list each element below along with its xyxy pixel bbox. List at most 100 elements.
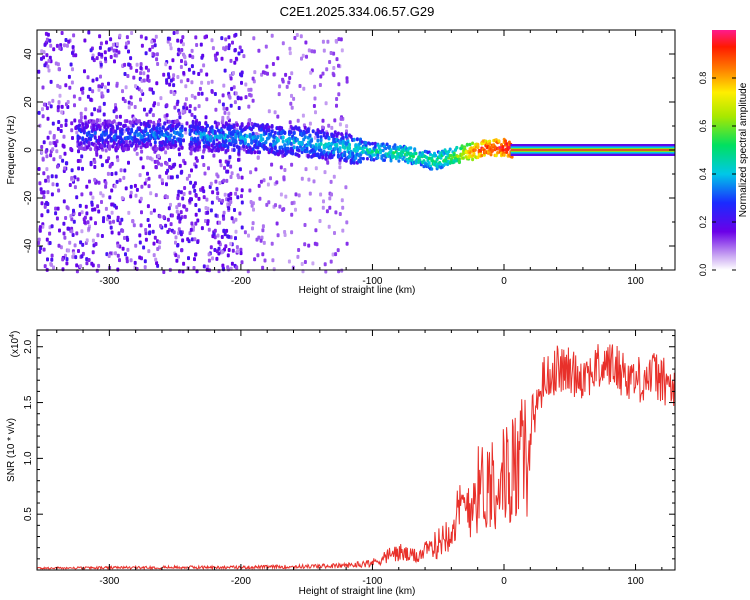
snr-y-label: SNR (10 * v/v): [6, 418, 17, 482]
spectrogram-ridge-cell: [409, 151, 413, 156]
spectrogram-cell: [144, 65, 148, 70]
spectrogram-cell: [200, 91, 204, 96]
spectrogram-ridge-cell: [286, 149, 290, 154]
spectrogram-cell: [181, 238, 185, 243]
spectrogram-ridge-cell: [265, 147, 269, 152]
spectrogram-ridge-cell: [133, 147, 137, 152]
spectrogram-cell: [182, 192, 186, 196]
spectrogram-cell: [199, 42, 203, 47]
spectrogram-cell: [63, 166, 67, 171]
spectrogram-ridge-cell: [338, 148, 342, 153]
spectrogram-cell: [231, 40, 234, 45]
spectrogram-ridge-cell: [92, 123, 96, 128]
spectrogram-cell: [51, 98, 55, 103]
spectrogram-cell: [270, 241, 274, 246]
spectrogram-cell: [95, 268, 99, 273]
spectrogram-cell: [181, 35, 185, 40]
spectrogram-cell: [240, 80, 243, 85]
spectrogram-ridge-cell: [251, 131, 255, 136]
spectrogram-cell: [334, 210, 338, 215]
spectrogram-ridge-cell: [343, 145, 347, 150]
spectrogram-cell: [235, 187, 239, 192]
spectrogram-cell: [93, 165, 97, 169]
spectrogram-cell: [335, 103, 338, 108]
snr-y-tick-label: 1.5: [23, 395, 34, 409]
spectrogram-cell: [60, 104, 64, 109]
spectrogram-cell: [165, 103, 169, 108]
spectrogram-cell: [226, 115, 230, 120]
spectrogram-cell: [248, 188, 252, 193]
spectrogram-ridge-cell: [188, 131, 192, 136]
spectrogram-cell: [37, 241, 41, 245]
spectrogram-ridge-cell: [204, 128, 208, 133]
spectrogram-cell: [59, 43, 63, 48]
spectrogram-cell: [91, 56, 95, 61]
spectrogram-ridge-cell: [215, 142, 219, 147]
spectrogram-cell: [172, 31, 176, 35]
spectrogram-ridge-cell: [359, 156, 363, 160]
spectrogram-ridge-cell: [243, 138, 247, 142]
spectrogram-cell: [56, 108, 60, 113]
spectrogram-ridge-cell: [125, 119, 129, 123]
spectrogram-cell: [114, 251, 117, 256]
spectrogram-cell: [168, 65, 172, 70]
spectrogram-cell: [57, 67, 61, 72]
spectrogram-cell: [249, 170, 253, 175]
spectrogram-cell: [57, 120, 61, 124]
spectrogram-ridge-cell: [193, 136, 197, 141]
spectrogram-cell: [37, 167, 41, 171]
spectrogram-cell: [144, 237, 148, 242]
spectrogram-cell: [198, 86, 202, 91]
spectrogram-cell: [251, 76, 255, 81]
spectrogram-ridge-cell: [261, 137, 265, 142]
spectrogram-cell: [140, 184, 144, 189]
snr-scale-exponent: 4: [9, 334, 16, 338]
spectrogram-ridge-cell: [377, 144, 381, 149]
spectrogram-ridge-cell: [239, 140, 243, 145]
spectrogram-cell: [275, 221, 279, 226]
spectrogram-cell: [55, 149, 59, 154]
spectrogram-ridge-cell: [319, 138, 323, 143]
spectrogram-ridge-cell: [355, 137, 359, 142]
spectrogram-cell: [281, 41, 285, 46]
spectrogram-cell: [190, 80, 194, 85]
spectrogram-cell: [294, 192, 298, 197]
spectrogram-ridge-cell: [476, 145, 480, 150]
spectrogram-ridge-cell: [180, 145, 184, 150]
spectrogram-ridge-cell: [365, 148, 369, 152]
spectrogram-cell: [67, 248, 71, 253]
spectrogram-cell: [202, 195, 206, 200]
spectrogram-ridge-cell: [198, 144, 201, 149]
spectrogram-ridge-cell: [232, 124, 236, 129]
spectrogram-cell: [124, 139, 128, 144]
spectrogram-cell: [251, 221, 255, 226]
spectrogram-cell: [225, 228, 229, 233]
spectrogram-ridge-cell: [82, 126, 86, 131]
spectrogram-cell: [113, 59, 116, 64]
spectrogram-cell: [210, 89, 214, 94]
spectrogram-ridge-cell: [92, 119, 96, 124]
spectrogram-ridge-cell: [319, 141, 323, 146]
spectrogram-cell: [91, 238, 95, 243]
spectrogram-ridge-cell: [109, 127, 113, 132]
spectrogram-cell: [123, 168, 127, 173]
x-tick-label: -100: [362, 276, 382, 287]
spectrogram-cell: [238, 211, 242, 216]
spectrogram-ridge-cell: [373, 141, 377, 146]
spectrogram-ridge-cell: [108, 119, 111, 124]
spectrogram-cell: [37, 237, 41, 242]
spectrogram-ridge-cell: [507, 145, 511, 150]
spectrogram-cell: [152, 241, 156, 246]
spectrogram-cell: [107, 81, 110, 86]
spectrogram-cell: [234, 91, 238, 96]
spectrogram-cells: [37, 30, 349, 274]
spectrogram-ridge-cell: [152, 120, 156, 125]
spectrogram-cell: [142, 245, 146, 250]
spectrogram-ridge-cell: [267, 125, 271, 130]
spectrogram-ridge-cell: [295, 137, 299, 142]
spectrogram-ridge-cell: [505, 142, 509, 146]
spectrogram-ridge-cell: [147, 124, 151, 129]
spectrogram-cell: [247, 104, 251, 109]
spectrogram-ridge-cell: [139, 121, 143, 126]
spectrogram-cell: [330, 125, 334, 130]
